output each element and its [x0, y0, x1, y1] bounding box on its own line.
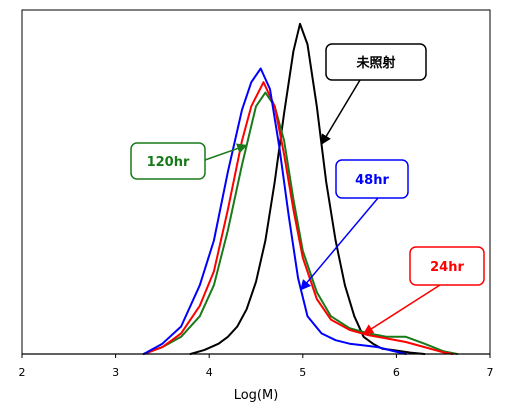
callout-label-2: 48hr: [355, 173, 389, 188]
x-tick-label: 2: [19, 366, 26, 379]
x-axis-title: Log(M): [234, 388, 279, 403]
callout-label-1: 120hr: [147, 155, 190, 170]
series-line-1: [142, 91, 459, 355]
callout-arrow-0: [320, 79, 361, 146]
x-tick-label: 3: [112, 366, 119, 379]
callout-arrow-3: [362, 284, 441, 335]
callout-label-0: 未照射: [355, 55, 395, 71]
callout-label-3: 24hr: [430, 260, 464, 275]
callouts: 未照射 120hr 48hr 24hr: [130, 43, 485, 335]
x-tick-label: 6: [393, 366, 400, 379]
x-tick-label: 4: [206, 366, 213, 379]
callout-box-2: [335, 159, 409, 199]
callout-box-1: [130, 142, 206, 180]
series-line-2: [142, 81, 454, 355]
x-tick-label: 7: [487, 366, 494, 379]
series-layer: [142, 22, 459, 355]
series-line-3: [142, 67, 407, 355]
callout-box-0: [325, 43, 427, 81]
callout-arrow-2: [300, 197, 379, 291]
x-ticks: 2 3 4 5 6 7: [19, 354, 494, 379]
x-tick-label: 5: [299, 366, 306, 379]
callout-arrow-1: [204, 143, 248, 161]
callout-box-3: [409, 246, 485, 286]
